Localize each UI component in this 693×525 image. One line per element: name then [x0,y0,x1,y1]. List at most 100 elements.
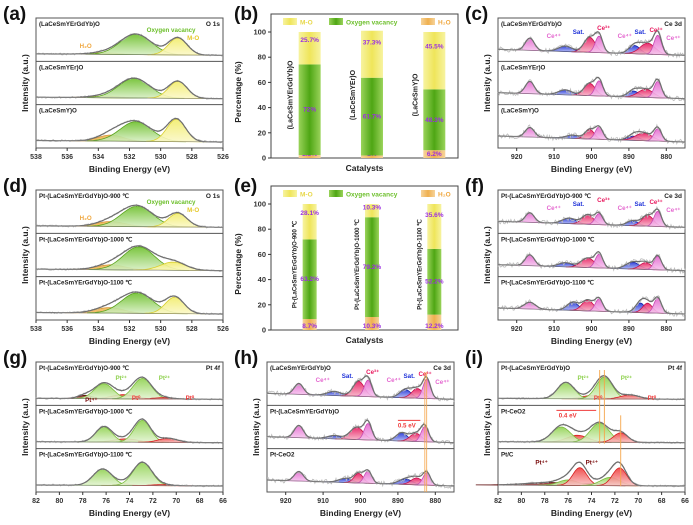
baseline [497,135,686,143]
bar-value-label: 25.7% [300,37,319,44]
y-axis-label: Intensity (a.u.) [20,398,30,456]
annotation: Ce⁴⁺ [547,33,561,40]
bar-segment-oxygen-vacancy [360,77,383,156]
x-tick-label: 920 [280,498,292,505]
x-tick-label: 530 [155,326,167,333]
sample-label: Pt-(LaCeSmYErGdYb)O-900 ℃ [39,365,129,372]
baseline [266,393,455,400]
baseline [497,307,686,315]
bar-segment-m-o [360,30,383,78]
annotation: Ce⁴⁺ [666,207,680,214]
x-tick-label: 920 [511,326,523,333]
bar-value-label: 12.2% [425,323,444,330]
annotation: Ce⁴⁺ [618,33,632,40]
annotation: Ce⁴⁺ [666,35,680,42]
y-axis-label: Percentage (%) [233,233,243,295]
y-tick-label: 60 [258,78,266,87]
legend-label: M-O [300,20,313,27]
panel-g-svg: (g) Pt-(LaCeSmYErGdYb)O-900 ℃ Pt-(LaCeSmYE… [3,348,227,518]
x-axis-label: Binding Energy (eV) [551,164,632,174]
sample-label: Pt-(LaCeSmYErGdYb)O-900 ℃ [501,193,591,200]
y-tick-label: 20 [258,300,266,309]
x-tick-label: 900 [586,326,598,333]
bar-segment-oxygen-vacancy [364,217,379,318]
panel-label: (b) [234,4,258,25]
sample-label: Pt-(LaCeSmYErGdYb)O [501,365,570,372]
core-level-label: Ce 3d [664,193,682,200]
bar-value-label: 79.2% [363,264,382,271]
bar-segment-oxygen-vacancy [423,89,446,151]
raw-spectrum [497,123,686,145]
panel-label: (h) [234,348,258,369]
bar-segment-m-o [423,32,446,90]
x-tick-label: 526 [217,326,229,333]
sample-label: Pt-CeO2 [501,408,526,415]
x-tick-label: 890 [392,498,404,505]
y-axis-label: Intensity (a.u.) [251,398,261,456]
annotation: Ce³⁺ [597,25,610,32]
y-axis-label: Percentage (%) [233,61,243,123]
sample-label: (LaCeSmYErGdYb)O [501,21,562,28]
bar-value-label: 35.6% [425,212,444,219]
y-axis-label: Intensity (a.u.) [482,398,492,456]
legend-label: H₂O [438,20,451,27]
bar-value-label: 61.7% [363,114,382,121]
annotation: Ce⁴⁺ [435,379,449,386]
annotation: Pt²⁺ [159,375,171,382]
annotation: Ce³⁺ [366,369,379,376]
bar-segment-m-o [302,204,317,240]
sample-label: (LaCeSmYErGdYb)O [270,365,331,372]
core-level-label: O 1s [206,21,220,28]
annotation: Pt⁰ [132,395,141,402]
legend-swatch [283,18,297,25]
panel-d: (d) Pt-(LaCeSmYErGdYb)O-900 ℃ Pt-(LaCeSmYE… [0,172,231,353]
bar-value-label: 28.1% [300,210,319,217]
annotation: Pt⁴⁺ [85,397,98,404]
plot-frame [35,361,224,493]
legend-swatch [329,18,343,25]
annotation: Ce⁴⁺ [387,377,401,384]
bar-value-label: 10.3% [363,204,382,211]
x-tick-label: 78 [541,498,549,505]
x-tick-label: 534 [92,326,104,333]
bar-segment-m-o [364,204,379,218]
fit-envelope [498,251,686,272]
x-tick-label: 538 [30,154,42,161]
bar-segment-h2o [423,150,446,158]
y-axis-label: Intensity (a.u.) [20,226,30,284]
x-tick-label: 76 [102,498,110,505]
x-axis-label: Binding Energy (eV) [320,508,401,518]
core-level-label: Ce 3d [664,21,682,28]
y-tick-label: 100 [253,200,266,209]
annotation: 0.4 eV [559,412,578,419]
bar-segment-h2o [360,155,383,158]
legend-swatch [329,190,343,197]
baseline [497,398,686,400]
baseline [35,484,224,487]
annotation: Pt²⁺ [577,375,589,382]
bar-value-label: 52.2% [425,279,444,286]
x-tick-label: 534 [92,154,104,161]
bar-segment-oxygen-vacancy [427,248,442,315]
x-tick-label: 82 [32,498,40,505]
y-axis-label: Intensity (a.u.) [482,54,492,112]
x-axis-label: Binding Energy (eV) [89,164,170,174]
legend-swatch [421,190,435,197]
bar-value-label: 10.3% [363,323,382,330]
x-tick-label: 532 [124,326,136,333]
bar-value-label: 48.3% [425,117,444,124]
y-tick-label: 100 [253,28,266,37]
bar-value-label: 63.2% [300,276,319,283]
bar-segment-oxygen-vacancy [302,239,317,320]
fit-envelope [267,419,455,444]
x-axis-label: Binding Energy (eV) [89,336,170,346]
baseline [35,441,224,443]
category-label: Pt-(LaCeSmYErGdYb)O-1100 ℃ [416,219,423,310]
plot-frame [497,361,686,493]
bar-value-label: 37.3% [363,39,382,46]
sample-label: Pt/C [501,452,514,459]
y-tick-label: 0 [262,154,266,163]
y-axis-label: Intensity (a.u.) [20,54,30,112]
